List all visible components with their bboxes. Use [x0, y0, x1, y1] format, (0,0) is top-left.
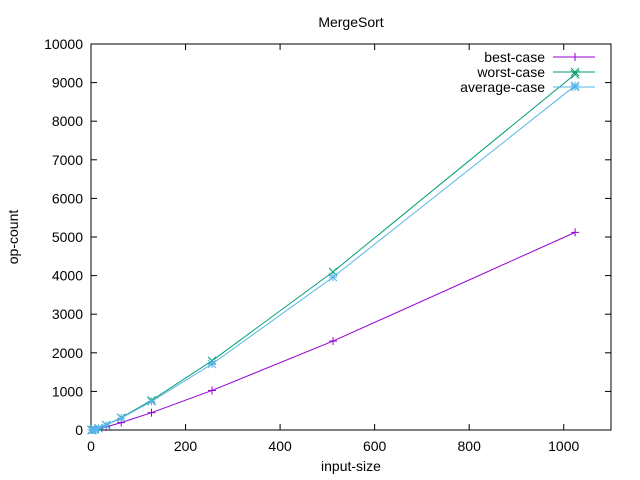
legend-swatch-marker — [570, 82, 580, 92]
axis-ticks: 0100020003000400050006000700080009000100… — [44, 36, 611, 454]
y-tick-label: 2000 — [52, 345, 83, 361]
x-tick-label: 600 — [363, 438, 387, 454]
y-tick-label: 5000 — [52, 229, 83, 245]
plot-frame — [90, 43, 612, 431]
y-tick-label: 1000 — [52, 383, 83, 399]
legend-item-best-case: best-case — [484, 49, 595, 65]
data-point-average-case — [328, 272, 338, 282]
series-line-worst-case — [91, 73, 576, 431]
data-point-average-case — [94, 423, 103, 433]
y-tick-label: 4000 — [52, 268, 83, 284]
data-point-best-case — [147, 408, 156, 417]
legend-item-worst-case: worst-case — [476, 64, 595, 80]
y-tick-label: 8000 — [52, 113, 83, 129]
series-best-case — [87, 228, 580, 434]
y-axis-title: op-count — [5, 210, 21, 265]
data-point-average-case — [147, 397, 156, 406]
series-line-average-case — [91, 85, 576, 431]
series-average-case — [87, 81, 580, 435]
data-point-best-case — [208, 386, 217, 395]
legend-item-average-case: average-case — [460, 79, 595, 95]
data-point-average-case — [116, 413, 126, 423]
data-point-average-case — [207, 359, 217, 369]
y-tick-label: 6000 — [52, 190, 83, 206]
legend-label: worst-case — [476, 64, 545, 80]
x-tick-label: 1000 — [548, 438, 579, 454]
series-worst-case — [87, 69, 580, 435]
y-tick-label: 7000 — [52, 152, 83, 168]
data-point-average-case — [101, 420, 111, 430]
y-tick-label: 10000 — [44, 36, 83, 52]
legend-swatch-marker — [571, 53, 579, 61]
y-tick-label: 9000 — [52, 75, 83, 91]
series-layer — [87, 69, 580, 435]
series-line-best-case — [91, 231, 576, 431]
legend-label: best-case — [484, 49, 545, 65]
y-tick-label: 3000 — [52, 306, 83, 322]
y-tick-label: 0 — [75, 422, 83, 438]
legend-swatch-marker — [570, 67, 580, 77]
x-tick-label: 400 — [268, 438, 292, 454]
x-tick-label: 200 — [174, 438, 198, 454]
x-axis-title: input-size — [321, 458, 381, 474]
chart-title: MergeSort — [318, 14, 383, 30]
x-tick-label: 800 — [458, 438, 482, 454]
x-tick-label: 0 — [87, 438, 95, 454]
data-point-best-case — [329, 337, 338, 346]
legend-label: average-case — [460, 79, 545, 95]
data-point-best-case — [571, 228, 580, 237]
